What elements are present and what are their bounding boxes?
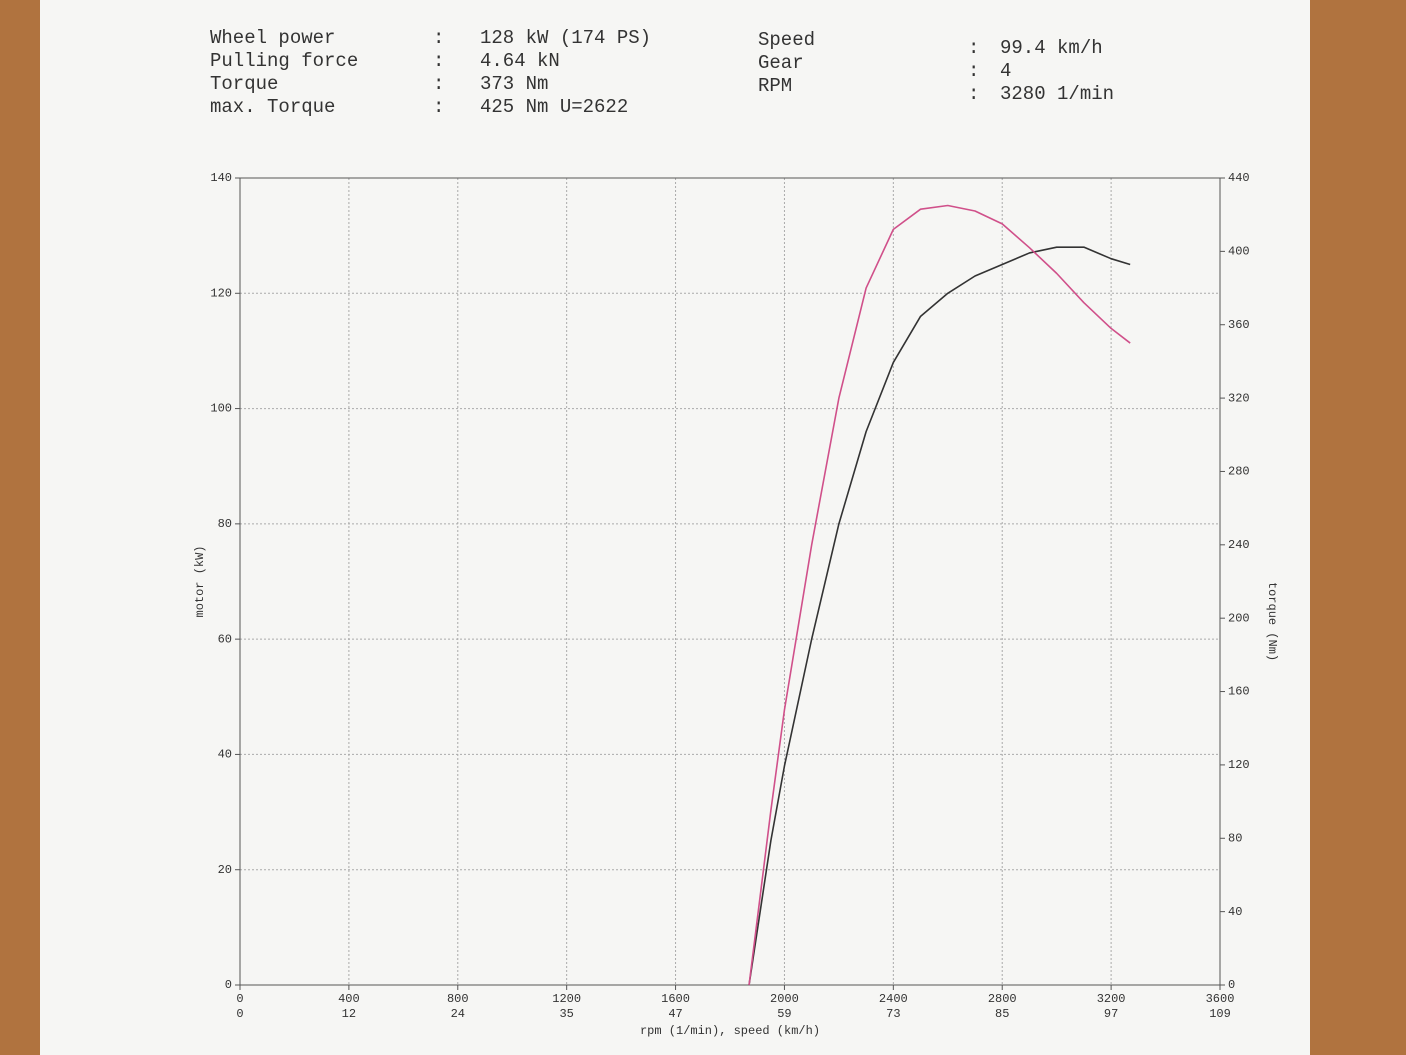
x-axis-label: rpm (1/min), speed (km/h) — [640, 1024, 820, 1038]
y2-tick-label: 320 — [1228, 391, 1250, 405]
header-colon: : — [433, 96, 444, 118]
y-tick-label: 60 — [218, 632, 232, 646]
x-tick-label: 2800 — [988, 992, 1017, 1006]
y-tick-label: 120 — [210, 286, 232, 300]
y2-tick-label: 40 — [1228, 905, 1242, 919]
x-tick-label: 3600 — [1206, 992, 1235, 1006]
header-value: 3280 1/min — [1000, 83, 1114, 105]
header-colon: : — [968, 60, 979, 82]
speed-tick-label: 73 — [886, 1007, 900, 1021]
x-tick-label: 2400 — [879, 992, 908, 1006]
speed-tick-label: 0 — [236, 1007, 243, 1021]
y2-tick-label: 120 — [1228, 758, 1250, 772]
y-tick-label: 0 — [225, 978, 232, 992]
header-colon: : — [968, 83, 979, 105]
header-value: 128 kW (174 PS) — [480, 27, 651, 49]
header-label: RPM — [758, 75, 792, 97]
header-colon: : — [433, 50, 444, 72]
speed-tick-label: 85 — [995, 1007, 1009, 1021]
y2-tick-label: 440 — [1228, 171, 1250, 185]
header-value: 425 Nm U=2622 — [480, 96, 628, 118]
line-torque — [748, 204, 1131, 986]
x-tick-label: 1200 — [552, 992, 581, 1006]
header-label: Wheel power — [210, 27, 335, 49]
y-axis-label: motor (kW) — [193, 545, 207, 617]
speed-tick-label: 24 — [451, 1007, 465, 1021]
speed-tick-label: 35 — [559, 1007, 573, 1021]
header-value: 373 Nm — [480, 73, 548, 95]
y2-tick-label: 400 — [1228, 245, 1250, 259]
y2-tick-label: 80 — [1228, 831, 1242, 845]
y-tick-label: 100 — [210, 402, 232, 416]
y-tick-label: 20 — [218, 863, 232, 877]
x-tick-label: 400 — [338, 992, 360, 1006]
header-value: 99.4 km/h — [1000, 37, 1103, 59]
header-label: Pulling force — [210, 50, 358, 72]
y2-tick-label: 160 — [1228, 685, 1250, 699]
header-colon: : — [433, 27, 444, 49]
line-motor — [748, 246, 1131, 986]
x-tick-label: 800 — [447, 992, 469, 1006]
speed-tick-label: 12 — [342, 1007, 356, 1021]
y-tick-label: 140 — [210, 171, 232, 185]
plot-frame — [239, 177, 1221, 986]
x-tick-label: 2000 — [770, 992, 799, 1006]
header-label: max. Torque — [210, 96, 335, 118]
y2-tick-label: 360 — [1228, 318, 1250, 332]
y2-tick-label: 240 — [1228, 538, 1250, 552]
x-tick-label: 1600 — [661, 992, 690, 1006]
y2-tick-label: 200 — [1228, 611, 1250, 625]
speed-tick-label: 59 — [777, 1007, 791, 1021]
speed-tick-label: 47 — [668, 1007, 682, 1021]
header-label: Speed — [758, 29, 815, 51]
paper — [40, 0, 1310, 1055]
header-colon: : — [968, 37, 979, 59]
speed-tick-label: 97 — [1104, 1007, 1118, 1021]
header-colon: : — [433, 73, 444, 95]
y-tick-label: 40 — [218, 748, 232, 762]
header-value: 4 — [1000, 60, 1011, 82]
y2-tick-label: 280 — [1228, 465, 1250, 479]
y2-axis-label: torque (Nm) — [1265, 582, 1279, 661]
y2-tick-label: 0 — [1228, 978, 1235, 992]
y-tick-label: 80 — [218, 517, 232, 531]
x-tick-label: 0 — [236, 992, 243, 1006]
speed-tick-label: 109 — [1209, 1007, 1231, 1021]
header-label: Torque — [210, 73, 278, 95]
header-value: 4.64 kN — [480, 50, 560, 72]
header-label: Gear — [758, 52, 804, 74]
x-tick-label: 3200 — [1097, 992, 1126, 1006]
